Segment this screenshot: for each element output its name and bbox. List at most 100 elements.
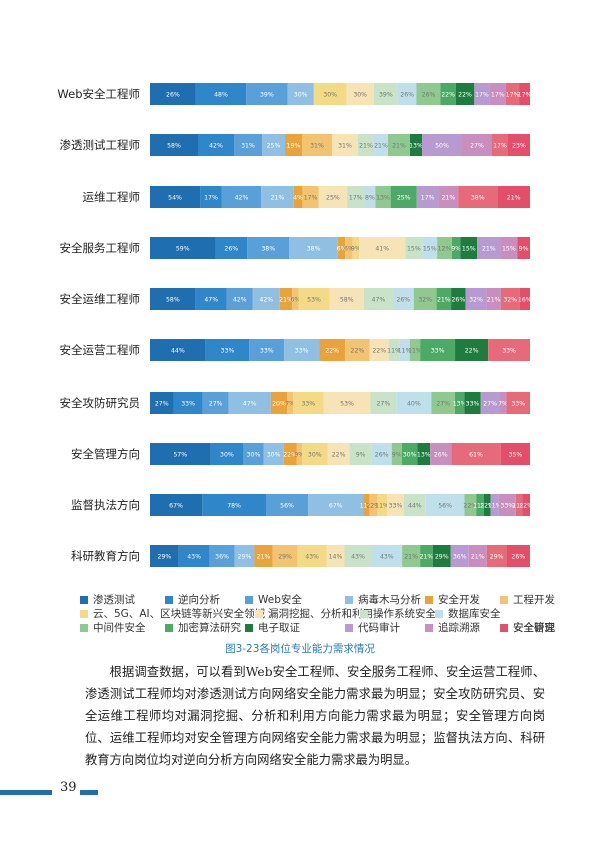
bar-segment xyxy=(202,494,267,516)
bar-segment xyxy=(150,288,196,310)
bar-data-label: 17% xyxy=(491,92,505,99)
bar-data-label: 11% xyxy=(408,348,422,355)
bar-data-label: 59% xyxy=(176,246,190,253)
category-label: 安全服务工程师 xyxy=(60,241,141,255)
bar-data-label: 31% xyxy=(338,143,352,150)
bar-data-label: 22% xyxy=(325,348,339,355)
bar-data-label: 17% xyxy=(204,195,218,202)
bar-data-label: 11% xyxy=(488,503,502,510)
bar-data-label: 11% xyxy=(398,348,412,355)
bar-data-label: 35% xyxy=(508,452,522,459)
bar-segment xyxy=(460,237,478,259)
bar-segment xyxy=(451,443,501,465)
bar-segment xyxy=(391,443,402,465)
bar-data-label: 15% xyxy=(462,246,476,253)
bar-data-label: 22% xyxy=(332,452,346,459)
bar-segment xyxy=(486,545,507,567)
legend-label: Web安全 xyxy=(258,594,302,606)
legend-item: 追踪溯源 xyxy=(425,620,480,635)
bar-segment xyxy=(515,494,523,516)
bar-data-label: 22% xyxy=(351,348,365,355)
bar-segment xyxy=(388,339,400,361)
bar-segment xyxy=(373,83,398,105)
bar-data-label: 22% xyxy=(458,92,472,99)
bar-data-label: 15% xyxy=(407,246,421,253)
legend-label: 安全开发 xyxy=(438,594,480,606)
bar-data-label: 47% xyxy=(372,297,386,304)
category-label: 监督执法方向 xyxy=(71,498,140,512)
category-label: 科研教育方向 xyxy=(71,549,140,563)
bar-data-label: 53% xyxy=(340,401,354,408)
bar-data-label: 27% xyxy=(436,401,450,408)
bar-segment xyxy=(392,288,414,310)
legend-swatch xyxy=(345,595,353,604)
bar-data-label: 17% xyxy=(475,92,489,99)
bar-data-label: 22% xyxy=(480,503,494,510)
bar-segment xyxy=(345,339,370,361)
bar-data-label: 48% xyxy=(214,92,228,99)
bar-data-label: 26% xyxy=(166,92,180,99)
bar-segment xyxy=(500,443,530,465)
legend-swatch xyxy=(165,595,173,604)
bar-data-label: 33% xyxy=(500,503,514,510)
bar-data-label: 26% xyxy=(451,297,465,304)
bar-segment xyxy=(209,545,235,567)
bar-segment xyxy=(420,339,456,361)
legend-swatch xyxy=(500,623,508,632)
bar-segment xyxy=(247,237,290,259)
bar-data-label: 58% xyxy=(167,143,181,150)
bar-data-label: 31% xyxy=(310,143,324,150)
bar-segment xyxy=(486,288,501,310)
bar-segment xyxy=(468,545,487,567)
bar-segment xyxy=(352,237,359,259)
bar-segment xyxy=(476,494,484,516)
legend-item: 数据库安全 xyxy=(435,606,501,621)
bar-data-label: 58% xyxy=(166,297,180,304)
bar-data-label: 56% xyxy=(280,503,294,510)
legend-swatch xyxy=(245,623,253,632)
bar-data-label: 14% xyxy=(329,554,343,561)
bar-data-label: 33% xyxy=(431,348,445,355)
bar-data-label: 21% xyxy=(271,195,285,202)
bar-segment xyxy=(416,83,441,105)
legend-swatch xyxy=(255,609,263,618)
bar-data-label: 27% xyxy=(470,143,484,150)
legend-item: 安全研究 xyxy=(500,620,555,635)
bar-data-label: 43% xyxy=(187,554,201,561)
bar-data-label: 15% xyxy=(423,246,437,253)
legend-swatch xyxy=(80,623,88,632)
bar-segment xyxy=(319,339,346,361)
bar-data-label: 6% xyxy=(344,246,354,253)
bar-segment xyxy=(210,443,244,465)
legend-label: 病毒木马分析 xyxy=(358,594,421,606)
bar-data-label: 26% xyxy=(434,452,448,459)
legend-item: 加密算法研究 xyxy=(165,620,241,635)
bar-segment xyxy=(287,83,314,105)
bar-segment xyxy=(519,288,530,310)
bar-data-label: 11% xyxy=(387,348,401,355)
bar-data-label: 8% xyxy=(365,195,375,202)
legend-label: 追踪溯源 xyxy=(438,622,480,634)
bar-segment xyxy=(506,392,530,414)
bar-data-label: 22% xyxy=(441,92,455,99)
bar-segment xyxy=(226,288,253,310)
bar-segment xyxy=(399,339,410,361)
bar-data-label: 40% xyxy=(407,401,421,408)
bar-segment xyxy=(344,545,372,567)
bar-segment xyxy=(450,545,469,567)
bar-data-label: 21% xyxy=(257,554,271,561)
bar-data-label: 26% xyxy=(422,92,436,99)
bar-segment xyxy=(480,392,500,414)
bar-segment xyxy=(401,443,418,465)
bar-data-label: 33% xyxy=(466,401,480,408)
bar-segment xyxy=(505,83,520,105)
bar-segment xyxy=(285,134,302,156)
bar-segment xyxy=(506,545,530,567)
bar-segment xyxy=(359,237,406,259)
bar-data-label: 30% xyxy=(323,92,337,99)
bar-segment xyxy=(221,186,262,208)
bar-segment xyxy=(500,288,520,310)
legend-item: 工程开发 xyxy=(500,592,555,607)
bar-data-label: 21% xyxy=(482,246,496,253)
bar-data-label: 29% xyxy=(435,554,449,561)
